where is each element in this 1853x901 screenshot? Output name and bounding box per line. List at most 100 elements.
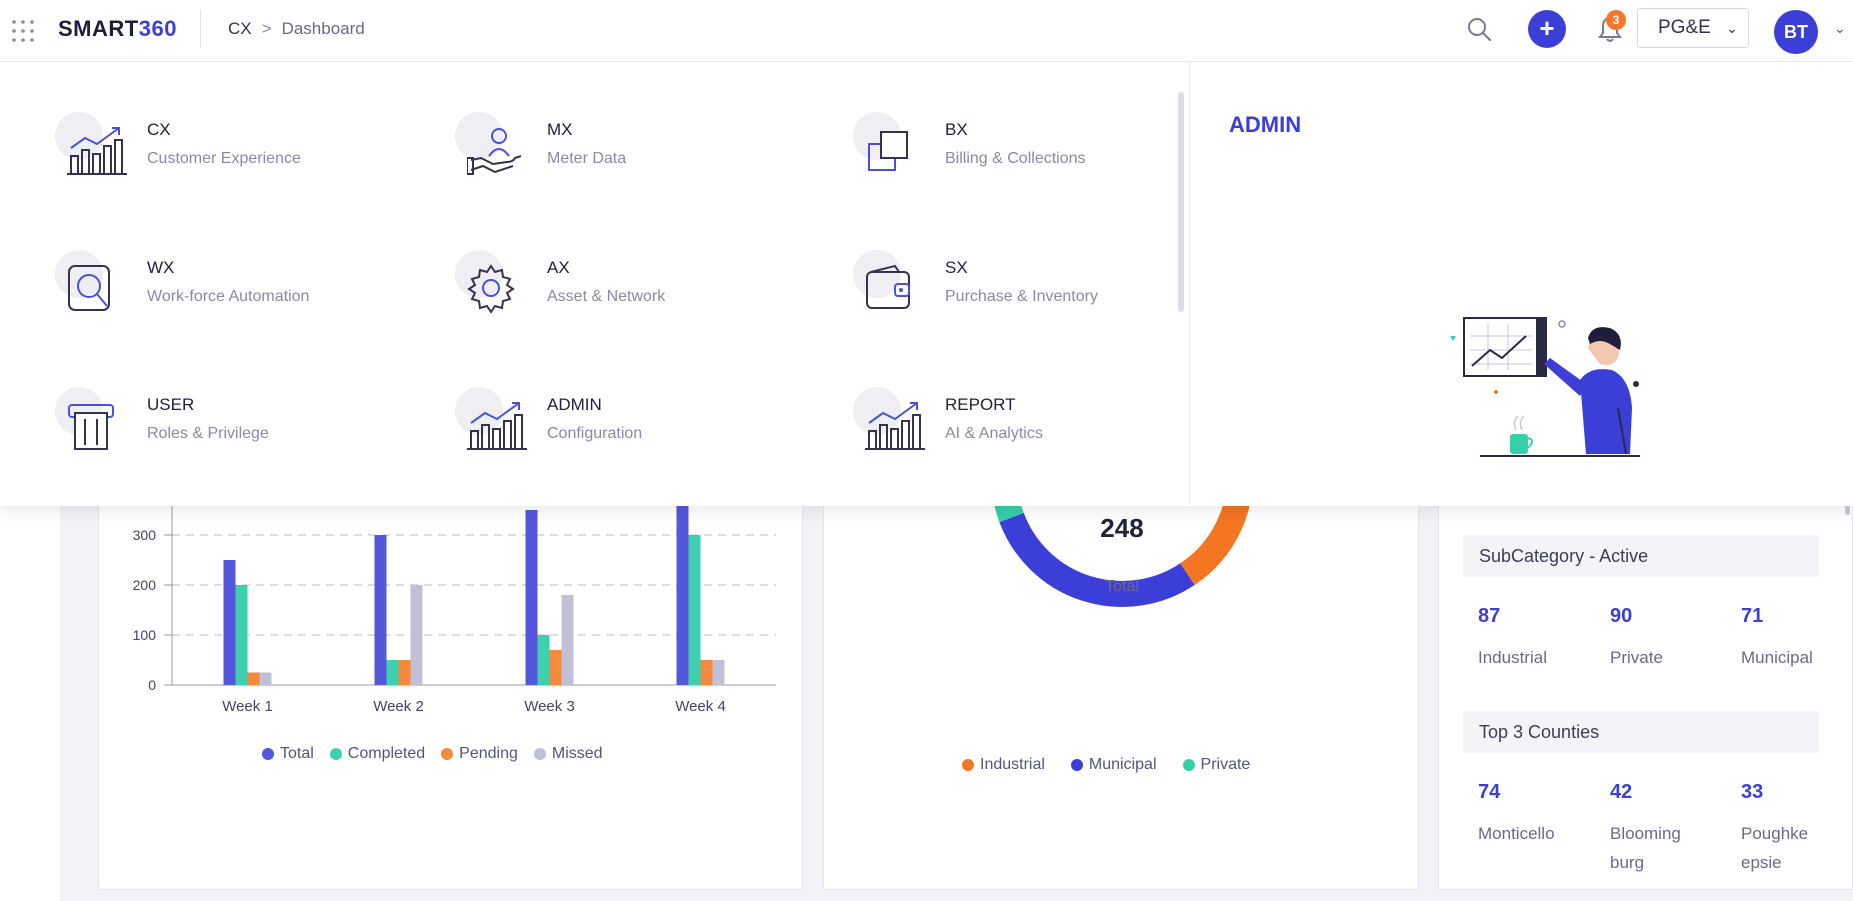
module-name: ADMIN bbox=[547, 395, 602, 414]
legend-item-completed[interactable]: Completed bbox=[329, 745, 426, 763]
module-sx[interactable]: SX Purchase & Inventory bbox=[853, 250, 1183, 340]
legend-label: Pending bbox=[459, 745, 518, 762]
legend-dot bbox=[329, 748, 342, 760]
module-user[interactable]: USER Roles & Privilege bbox=[55, 387, 385, 477]
donut-center-label: Total bbox=[1105, 578, 1139, 595]
chevron-down-icon: ⌄ bbox=[1726, 20, 1738, 36]
y-tick-label: 300 bbox=[133, 527, 157, 543]
module-list: CX Customer Experience MX Meter Data BX … bbox=[0, 62, 1190, 506]
legend-label: Total bbox=[280, 745, 314, 762]
module-name: WX bbox=[147, 258, 175, 277]
module-name: REPORT bbox=[945, 395, 1016, 414]
legend-item-municipal[interactable]: Municipal bbox=[1070, 756, 1157, 774]
notification-badge: 3 bbox=[1606, 10, 1626, 30]
legend-item-private[interactable]: Private bbox=[1182, 756, 1250, 774]
module-desc: Configuration bbox=[547, 425, 643, 442]
county-value: 33 bbox=[1741, 781, 1764, 803]
module-name: AX bbox=[547, 258, 570, 277]
growth-chart-icon bbox=[865, 402, 925, 450]
module-list-scrollbar[interactable] bbox=[1178, 92, 1184, 312]
module-wx[interactable]: WX Work-force Automation bbox=[55, 250, 385, 340]
bar-total[interactable] bbox=[525, 510, 538, 685]
legend-dot bbox=[1070, 759, 1083, 771]
legend-item-pending[interactable]: Pending bbox=[441, 745, 518, 763]
module-name: MX bbox=[547, 120, 573, 139]
bar-completed[interactable] bbox=[537, 635, 550, 685]
bar-pending[interactable] bbox=[700, 660, 713, 685]
search-icon[interactable] bbox=[1466, 16, 1492, 42]
copy-squares-icon bbox=[868, 131, 908, 171]
add-button[interactable]: + bbox=[1528, 10, 1566, 48]
module-name: CX bbox=[147, 120, 171, 139]
module-report[interactable]: REPORT AI & Analytics bbox=[853, 387, 1183, 477]
bar-completed[interactable] bbox=[386, 660, 399, 685]
bar-completed[interactable] bbox=[688, 535, 701, 685]
y-tick-label: 0 bbox=[148, 677, 156, 693]
subcategory-label: Private bbox=[1610, 648, 1663, 667]
module-bx[interactable]: BX Billing & Collections bbox=[853, 112, 1183, 202]
legend-label: Completed bbox=[347, 745, 426, 762]
legend-label: Industrial bbox=[980, 756, 1045, 773]
app-grid-icon[interactable] bbox=[10, 18, 36, 44]
module-desc: Work-force Automation bbox=[147, 288, 310, 305]
module-desc: Roles & Privilege bbox=[147, 425, 269, 442]
gear-icon bbox=[467, 264, 515, 314]
bar-total[interactable] bbox=[223, 560, 236, 685]
county-label: Poughkeepsie bbox=[1741, 824, 1809, 872]
module-blob bbox=[853, 250, 901, 298]
bar-total[interactable] bbox=[374, 535, 387, 685]
breadcrumb-separator: > bbox=[261, 19, 272, 38]
county-label: Bloomingburg bbox=[1610, 824, 1681, 872]
legend-item-missed[interactable]: Missed bbox=[533, 745, 603, 763]
growth-chart-icon bbox=[67, 127, 127, 175]
county-value: 74 bbox=[1478, 781, 1501, 803]
app-logo[interactable]: SMART360 bbox=[58, 16, 177, 42]
x-tick-label: Week 1 bbox=[222, 698, 273, 715]
legend-item-industrial[interactable]: Industrial bbox=[962, 756, 1045, 774]
bar-pending[interactable] bbox=[398, 660, 411, 685]
wallet-icon bbox=[866, 264, 910, 309]
legend-label: Municipal bbox=[1088, 756, 1157, 773]
module-blob bbox=[455, 387, 503, 435]
bar-missed[interactable] bbox=[410, 585, 423, 685]
bar-missed[interactable] bbox=[712, 660, 725, 685]
legend-dot bbox=[962, 759, 974, 771]
breadcrumb-cx[interactable]: CX bbox=[228, 19, 252, 38]
module-cx[interactable]: CX Customer Experience bbox=[55, 112, 385, 202]
counties-title: Top 3 Counties bbox=[1463, 711, 1819, 753]
module-desc: Meter Data bbox=[547, 150, 627, 167]
legend-item-total[interactable]: Total bbox=[262, 745, 314, 763]
bar-pending[interactable] bbox=[549, 650, 562, 685]
growth-chart-icon bbox=[467, 402, 527, 450]
bar-missed[interactable] bbox=[259, 672, 272, 686]
module-mx[interactable]: MX Meter Data bbox=[455, 112, 785, 202]
x-tick-label: Week 4 bbox=[675, 698, 726, 715]
avatar[interactable]: BT bbox=[1774, 10, 1818, 54]
x-tick-label: Week 3 bbox=[524, 698, 575, 715]
module-desc: AI & Analytics bbox=[945, 425, 1043, 442]
legend-dot bbox=[1182, 759, 1195, 771]
module-name: SX bbox=[945, 258, 968, 277]
module-admin[interactable]: ADMIN Configuration bbox=[455, 387, 785, 477]
bar-missed[interactable] bbox=[561, 595, 574, 685]
county-value: 42 bbox=[1610, 781, 1633, 803]
hand-user-icon bbox=[467, 128, 522, 175]
donut-slice-municipal[interactable] bbox=[999, 512, 1195, 607]
module-blob bbox=[455, 112, 503, 160]
bar-chart-legend: Total Completed Pending Missed bbox=[262, 745, 603, 763]
summary-card bbox=[1438, 460, 1853, 890]
header-divider bbox=[200, 10, 201, 48]
summary-scrollbar[interactable] bbox=[1845, 505, 1850, 515]
bar-total[interactable] bbox=[676, 505, 689, 685]
bar-completed[interactable] bbox=[235, 585, 248, 685]
bar-pending[interactable] bbox=[247, 672, 260, 686]
module-ax[interactable]: AX Asset & Network bbox=[455, 250, 785, 340]
org-select-value: PG&E bbox=[1658, 17, 1711, 38]
org-select[interactable]: PG&E ⌄ bbox=[1637, 8, 1749, 48]
subcategory-value: 87 bbox=[1478, 605, 1501, 627]
chevron-down-icon[interactable]: ⌄ bbox=[1834, 20, 1846, 36]
top-bar: SMART360 CX > Dashboard + 3 PG&E ⌄ BT ⌄ bbox=[0, 0, 1853, 62]
module-name: USER bbox=[147, 395, 195, 414]
subcategory-label: Industrial bbox=[1478, 648, 1547, 667]
search-doc-icon bbox=[68, 265, 110, 311]
